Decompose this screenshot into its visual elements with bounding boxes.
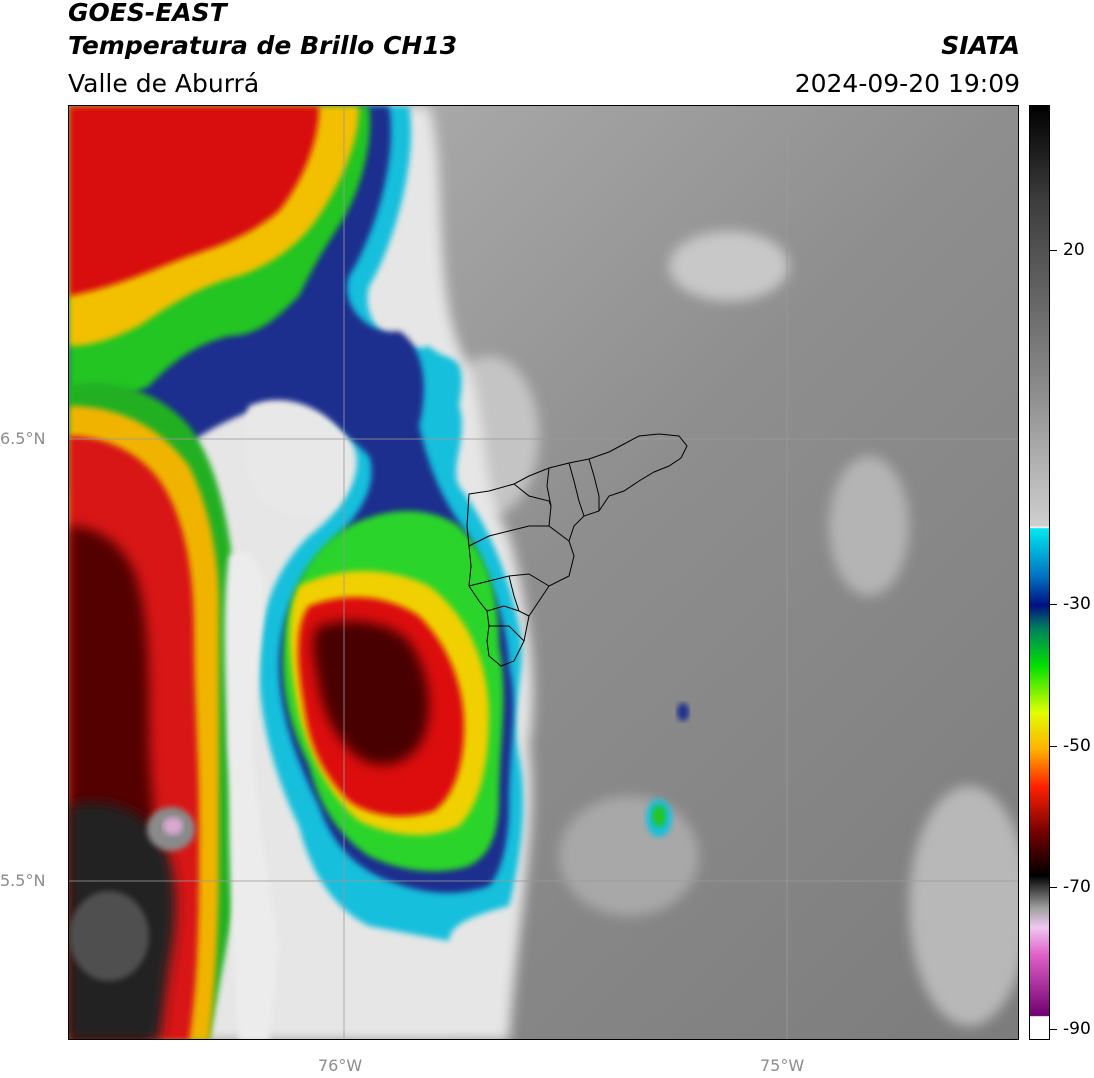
- overshooting-top-core: [163, 817, 183, 835]
- map-canvas: [69, 106, 1018, 1039]
- small-cell-1: [677, 703, 689, 721]
- colorbar-tick: [1050, 250, 1057, 251]
- colorbar-label-20: 20: [1063, 240, 1085, 260]
- product-title: Temperatura de Brillo CH13: [68, 31, 458, 60]
- region-subtitle: Valle de Aburrá: [68, 69, 260, 98]
- colorbar-label-neg30: -30: [1063, 594, 1091, 614]
- colorbar-label-neg90: -90: [1063, 1019, 1091, 1039]
- colorbar-gradient: [1030, 106, 1049, 1039]
- lon-label-75W: 75°W: [760, 1056, 805, 1075]
- colorbar-tick: [1050, 1029, 1057, 1030]
- cloud-red-north: [69, 106, 319, 296]
- colorbar: [1029, 105, 1050, 1040]
- lat-label-5.5N: 5.5°N: [0, 871, 46, 890]
- clear-gap-channel: [224, 552, 279, 1039]
- lat-label-6.5N: 6.5°N: [0, 429, 46, 448]
- colorbar-label-neg70: -70: [1063, 877, 1091, 897]
- agency-label: SIATA: [941, 31, 1020, 60]
- gridlines: [69, 106, 1018, 1039]
- municipal-boundaries: [466, 433, 688, 667]
- satellite-map[interactable]: [68, 105, 1019, 1040]
- colorbar-label-neg50: -50: [1063, 736, 1091, 756]
- colorbar-tick: [1050, 887, 1057, 888]
- lon-label-76W: 76°W: [318, 1056, 363, 1075]
- clear-hole-north: [243, 400, 349, 516]
- cold-grey-patch: [69, 891, 149, 981]
- cloud-darkred-core: [313, 621, 429, 765]
- colorbar-tick: [1050, 604, 1057, 605]
- datetime-label: 2024-09-20 19:09: [794, 69, 1020, 98]
- satellite-title: GOES-EAST: [68, 0, 227, 27]
- small-cell-2-core: [652, 805, 666, 827]
- colorbar-tick: [1050, 746, 1057, 747]
